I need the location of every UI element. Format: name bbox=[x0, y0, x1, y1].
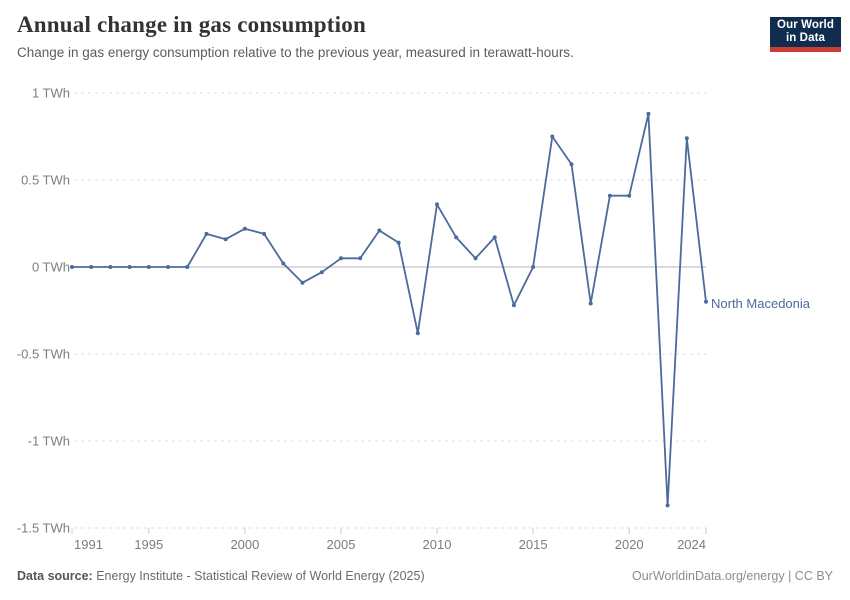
data-source-label: Data source: bbox=[17, 569, 93, 583]
y-axis-label: 0 TWh bbox=[32, 260, 70, 275]
data-point[interactable] bbox=[262, 231, 267, 236]
owid-logo-text: Our World in Data bbox=[770, 17, 841, 47]
data-point[interactable] bbox=[511, 303, 516, 308]
y-axis-label: -1.5 TWh bbox=[17, 521, 70, 536]
owid-logo-red-bar bbox=[770, 47, 841, 52]
data-point[interactable] bbox=[473, 256, 478, 261]
y-axis-label: 1 TWh bbox=[32, 86, 70, 101]
data-point[interactable] bbox=[319, 270, 324, 275]
x-axis-label: 1995 bbox=[134, 537, 163, 552]
y-axis-label: -0.5 TWh bbox=[17, 347, 70, 362]
y-axis-label: 0.5 TWh bbox=[21, 173, 70, 188]
x-axis-label: 2010 bbox=[423, 537, 452, 552]
owid-logo-line1: Our World bbox=[777, 19, 834, 31]
series-label-north-macedonia[interactable]: North Macedonia bbox=[711, 296, 810, 311]
data-point[interactable] bbox=[339, 256, 343, 261]
data-point[interactable] bbox=[454, 235, 459, 240]
data-point[interactable] bbox=[146, 265, 151, 269]
chart-subtitle: Change in gas energy consumption relativ… bbox=[17, 45, 574, 60]
x-axis-label: 2024 bbox=[677, 537, 706, 552]
data-point[interactable] bbox=[627, 193, 632, 198]
data-point[interactable] bbox=[665, 503, 670, 508]
data-point[interactable] bbox=[531, 265, 536, 269]
x-axis-label: 2000 bbox=[230, 537, 259, 552]
data-point[interactable] bbox=[646, 111, 651, 116]
data-point[interactable] bbox=[415, 331, 420, 336]
data-point[interactable] bbox=[223, 237, 228, 242]
page-title: Annual change in gas consumption bbox=[17, 12, 366, 37]
x-axis-label: 2020 bbox=[615, 537, 644, 552]
data-point[interactable] bbox=[108, 265, 113, 269]
owid-logo[interactable]: Our World in Data bbox=[770, 17, 841, 52]
data-point[interactable] bbox=[492, 235, 497, 240]
data-source-text: Energy Institute - Statistical Review of… bbox=[96, 569, 425, 583]
owid-logo-line2: in Data bbox=[785, 32, 826, 44]
credit-link[interactable]: OurWorldinData.org/energy | CC BY bbox=[631, 569, 833, 583]
data-point[interactable] bbox=[550, 134, 555, 139]
data-point[interactable] bbox=[358, 256, 363, 261]
data-point[interactable] bbox=[588, 301, 593, 306]
x-axis-label: 1991 bbox=[74, 537, 103, 552]
data-point[interactable] bbox=[70, 265, 74, 269]
data-point[interactable] bbox=[684, 136, 689, 141]
data-point[interactable] bbox=[704, 299, 708, 304]
data-point[interactable] bbox=[300, 280, 305, 285]
data-point[interactable] bbox=[166, 265, 171, 269]
data-point[interactable] bbox=[607, 193, 612, 198]
x-axis-label: 2015 bbox=[519, 537, 548, 552]
data-point[interactable] bbox=[204, 231, 209, 236]
data-point[interactable] bbox=[569, 162, 574, 167]
x-axis-label: 2005 bbox=[327, 537, 356, 552]
data-line[interactable] bbox=[71, 113, 707, 507]
data-point[interactable] bbox=[396, 240, 401, 245]
data-point[interactable] bbox=[185, 265, 190, 269]
data-point[interactable] bbox=[127, 265, 132, 269]
data-point[interactable] bbox=[89, 265, 94, 269]
data-point[interactable] bbox=[435, 202, 439, 207]
data-point[interactable] bbox=[281, 261, 286, 266]
data-point[interactable] bbox=[377, 228, 382, 233]
data-point[interactable] bbox=[242, 226, 247, 231]
y-axis-label: -1 TWh bbox=[28, 434, 70, 449]
data-source: Data source: Energy Institute - Statisti… bbox=[17, 569, 425, 583]
chart-footer: Data source: Energy Institute - Statisti… bbox=[17, 569, 833, 583]
